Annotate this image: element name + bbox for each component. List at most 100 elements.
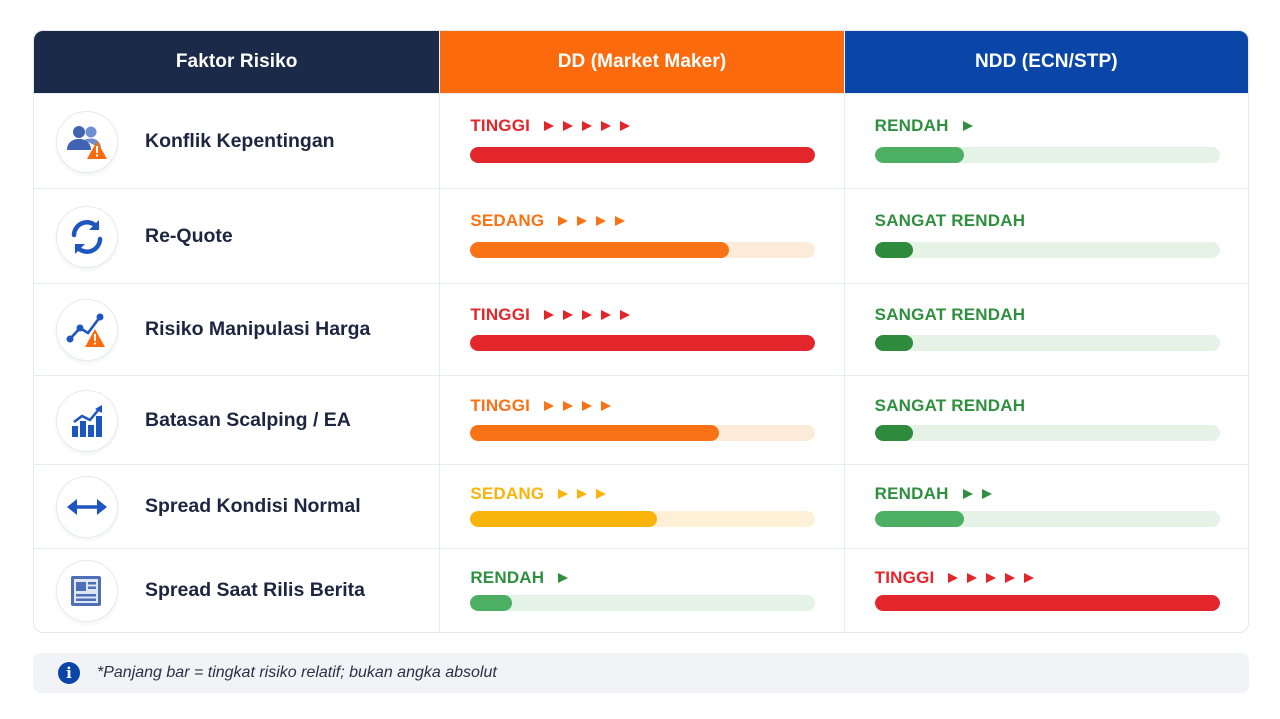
dd-level-arrows: [544, 310, 639, 320]
factor-cell: Re-Quote: [34, 189, 439, 283]
ndd-risk-bar-fill: [874, 595, 1220, 611]
dd-risk-bar-track: [470, 511, 816, 527]
header-ndd-ecn-stp: NDD (ECN/STP): [843, 31, 1248, 93]
play-arrow-icon: [620, 121, 631, 131]
dd-level-label: RENDAH: [470, 568, 545, 587]
ndd-risk-bar-track: [874, 425, 1220, 441]
play-arrow-icon: [558, 216, 569, 226]
dd-level-arrows: [558, 216, 634, 226]
dd-risk-bar-fill: [470, 511, 657, 527]
play-arrow-icon: [558, 573, 569, 583]
play-arrow-icon: [967, 573, 978, 583]
dd-cell: TINGGI: [439, 94, 843, 188]
play-arrow-icon: [582, 121, 593, 131]
ndd-cell: TINGGI: [843, 549, 1248, 632]
ndd-cell: SANGAT RENDAH: [843, 376, 1248, 464]
play-arrow-icon: [596, 216, 607, 226]
dd-risk-bar-fill: [470, 595, 512, 611]
dd-risk-bar-track: [470, 335, 816, 351]
play-arrow-icon: [948, 573, 959, 583]
bar-chart-icon: [56, 390, 118, 452]
factor-cell: Risiko Manipulasi Harga: [34, 284, 439, 375]
ndd-risk-bar-track: [874, 511, 1220, 527]
dd-level-arrows: [558, 573, 577, 583]
table-row: Re-Quote SEDANG SANGAT RENDAH: [34, 188, 1248, 283]
ndd-risk-bar-fill: [874, 511, 965, 527]
play-arrow-icon: [1024, 573, 1035, 583]
table-row: Spread Saat Rilis Berita RENDAH TINGGI: [34, 548, 1248, 632]
ndd-level: SANGAT RENDAH: [875, 396, 1026, 416]
play-arrow-icon: [582, 310, 593, 320]
dd-risk-bar-fill: [470, 147, 816, 163]
play-arrow-icon: [563, 121, 574, 131]
table-row: Konflik Kepentingan TINGGI RENDAH: [34, 93, 1248, 188]
dd-level-label: TINGGI: [470, 396, 531, 415]
ndd-level-label: TINGGI: [874, 568, 935, 587]
factor-label-batasan-scalping-ea: Batasan Scalping / EA: [145, 409, 351, 431]
play-arrow-icon: [582, 401, 593, 411]
play-arrow-icon: [981, 489, 992, 499]
dd-level-arrows: [544, 121, 639, 131]
ndd-risk-bar-fill: [874, 147, 965, 163]
table-row: Spread Kondisi Normal SEDANG RENDAH: [34, 464, 1248, 548]
ndd-risk-bar-track: [874, 335, 1220, 351]
factor-label-spread-saat-rilis-berita: Spread Saat Rilis Berita: [145, 579, 366, 601]
dd-risk-bar-track: [470, 242, 816, 258]
play-arrow-icon: [601, 121, 612, 131]
ndd-cell: RENDAH: [843, 94, 1248, 188]
play-arrow-icon: [577, 216, 588, 226]
dd-risk-bar-fill: [470, 335, 816, 351]
play-arrow-icon: [563, 310, 574, 320]
table-header: Faktor Risiko DD (Market Maker) NDD (ECN…: [34, 31, 1248, 93]
ndd-risk-bar-track: [874, 595, 1220, 611]
play-arrow-icon: [620, 310, 631, 320]
dd-level-label: SEDANG: [470, 484, 545, 503]
table-row: Risiko Manipulasi Harga TINGGI SANGAT REND…: [34, 283, 1248, 375]
ndd-level: TINGGI: [875, 568, 1044, 588]
dd-cell: TINGGI: [439, 284, 843, 375]
dd-risk-bar-track: [470, 595, 816, 611]
users-warning-icon: [56, 111, 118, 173]
play-arrow-icon: [615, 216, 626, 226]
play-arrow-icon: [986, 573, 997, 583]
ndd-cell: SANGAT RENDAH: [843, 189, 1248, 283]
arrows-horizontal-icon: [56, 476, 118, 538]
ndd-level-label: SANGAT RENDAH: [874, 211, 1026, 230]
dd-level: TINGGI: [470, 116, 639, 136]
table-body: Konflik Kepentingan TINGGI RENDAH Re-Quote S…: [34, 93, 1248, 632]
dd-risk-bar-track: [470, 147, 816, 163]
dd-level-label: TINGGI: [470, 116, 531, 135]
play-arrow-icon: [544, 401, 555, 411]
ndd-level: RENDAH: [875, 484, 1001, 504]
ndd-risk-bar-track: [874, 242, 1220, 258]
chart-warning-icon: [56, 299, 118, 361]
dd-cell: SEDANG: [439, 189, 843, 283]
dd-level: RENDAH: [470, 568, 577, 588]
play-arrow-icon: [601, 401, 612, 411]
info-icon: i: [58, 662, 80, 684]
footnote-text: *Panjang bar = tingkat risiko relatif; b…: [97, 664, 497, 681]
dd-risk-bar-fill: [470, 425, 719, 441]
ndd-level: SANGAT RENDAH: [875, 211, 1026, 231]
dd-cell: SEDANG: [439, 465, 843, 548]
factor-cell: Spread Kondisi Normal: [34, 465, 439, 548]
ndd-level: SANGAT RENDAH: [875, 305, 1026, 325]
play-arrow-icon: [962, 121, 973, 131]
play-arrow-icon: [544, 121, 555, 131]
header-faktor-risiko: Faktor Risiko: [34, 31, 440, 93]
play-arrow-icon: [577, 489, 588, 499]
ndd-risk-bar-fill: [874, 425, 913, 441]
header-dd-market-maker: DD (Market Maker): [439, 31, 844, 93]
ndd-level-arrows: [948, 573, 1043, 583]
dd-cell: TINGGI: [439, 376, 843, 464]
factor-label-spread-kondisi-normal: Spread Kondisi Normal: [145, 495, 361, 517]
ndd-level: RENDAH: [875, 116, 982, 136]
dd-level-arrows: [544, 401, 620, 411]
play-arrow-icon: [596, 489, 607, 499]
footnote: i *Panjang bar = tingkat risiko relatif;…: [33, 653, 1249, 693]
play-arrow-icon: [544, 310, 555, 320]
factor-label-konflik-kepentingan: Konflik Kepentingan: [145, 130, 335, 152]
dd-level-label: TINGGI: [470, 305, 531, 324]
table-row: Batasan Scalping / EA TINGGI SANGAT RENDAH: [34, 375, 1248, 464]
ndd-cell: RENDAH: [843, 465, 1248, 548]
